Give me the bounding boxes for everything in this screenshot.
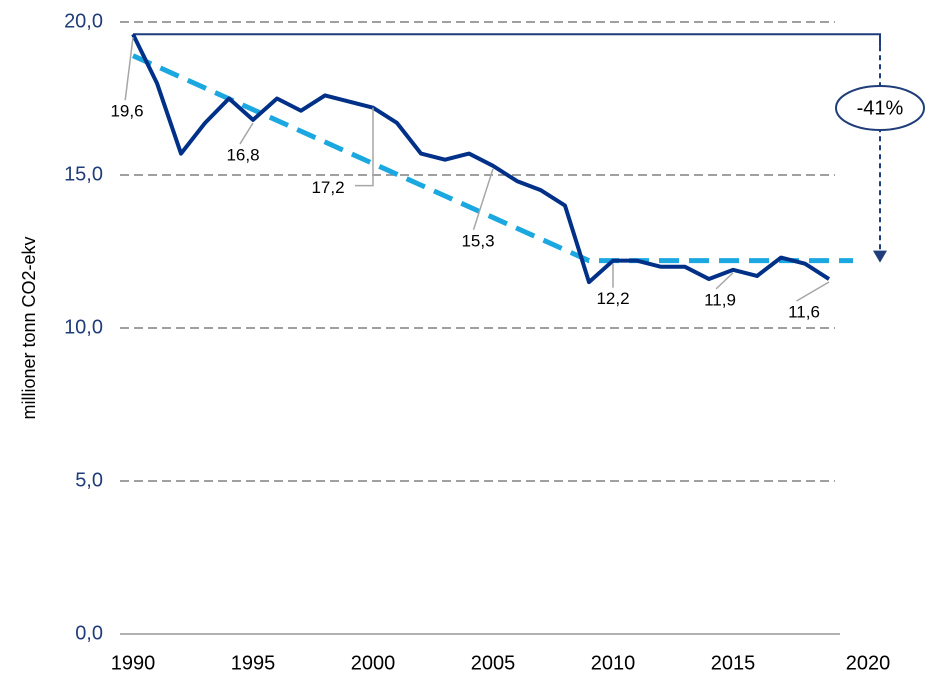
y-axis-label: millioner tonn CO2-ekv [19,236,39,419]
leader-line [796,281,830,302]
annotation-bubble [835,85,925,131]
reference-line [133,33,881,47]
leader-line [472,168,494,231]
x-tick-label: 1990 [111,652,156,674]
x-tick-label: 2000 [351,652,396,674]
data-line [131,33,831,285]
data-label: 11,6 [788,303,820,322]
arrow-head [873,250,887,263]
y-tick-label: 10,0 [64,316,103,338]
y-tick-label: 20,0 [64,10,103,32]
y-tick-label: 0,0 [75,622,103,644]
x-tick-label: 1995 [231,652,276,674]
x-tick-label: 2005 [471,652,516,674]
leader-line [239,122,254,145]
annotation: -41% [857,97,904,119]
leader-line [124,37,134,101]
data-label: 19,6 [110,102,143,121]
x-tick-label: 2020 [846,652,891,674]
x-tick-label: 2010 [591,652,636,674]
y-tick-label: 5,0 [75,469,103,491]
data-label: 15,3 [461,231,494,250]
data-label: 16,8 [226,145,259,164]
leader-line [715,272,734,290]
leader-line [355,107,374,187]
y-tick-label: 15,0 [64,163,103,185]
data-label: 11,9 [704,290,736,309]
data-label: 17,2 [311,178,344,197]
trend-line [131,53,853,264]
data-label: 12,2 [596,289,629,308]
x-tick-label: 2015 [711,652,756,674]
